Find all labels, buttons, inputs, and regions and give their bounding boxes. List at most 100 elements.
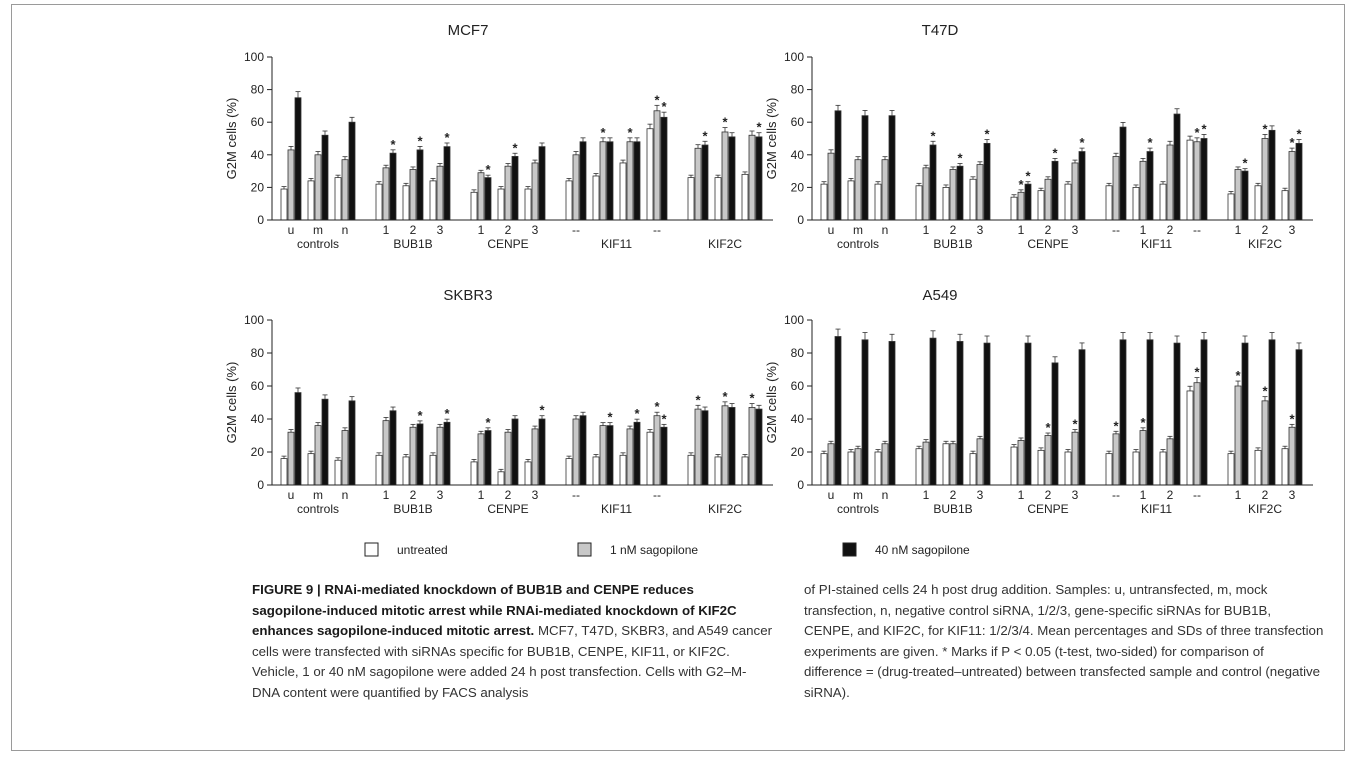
bar: [287, 431, 295, 486]
x-sample-label: 1: [383, 488, 390, 502]
y-axis-label: G2M cells (%): [764, 98, 779, 180]
x-sample-label: 1: [478, 488, 485, 502]
bar: [294, 392, 302, 486]
significance-star: *: [661, 99, 667, 114]
bar: [1024, 183, 1032, 221]
bar: [949, 443, 957, 486]
bar: [1288, 426, 1296, 486]
bar: [579, 415, 587, 486]
bar: [280, 458, 288, 486]
x-sample-label: 2: [505, 223, 512, 237]
bar: [861, 115, 869, 221]
significance-star: *: [1262, 384, 1268, 399]
bar: [1132, 451, 1140, 486]
bar: [1017, 191, 1025, 221]
y-tick-label: 0: [257, 478, 264, 492]
significance-star: *: [1194, 365, 1200, 380]
bar: [429, 180, 437, 221]
bar: [280, 188, 288, 221]
x-sample-label: 2: [950, 223, 957, 237]
bar: [714, 177, 722, 221]
bar: [633, 421, 641, 486]
bar: [294, 97, 302, 221]
bar: [416, 423, 424, 486]
bar: [334, 459, 342, 486]
bar: [382, 420, 390, 486]
y-tick-label: 20: [791, 180, 805, 194]
bar: [874, 183, 882, 221]
bar: [929, 144, 937, 221]
bar: [1044, 178, 1052, 221]
bar: [1200, 138, 1208, 221]
chart-title: A549: [922, 287, 957, 304]
bar: [1186, 390, 1194, 486]
x-sample-label: n: [882, 223, 889, 237]
bar: [1064, 451, 1072, 486]
bar: [619, 454, 627, 486]
bar: [1024, 342, 1032, 486]
x-sample-label: 1: [923, 223, 930, 237]
y-axis-label: G2M cells (%): [764, 362, 779, 444]
x-group-label: controls: [297, 502, 339, 516]
x-sample-label: m: [313, 488, 323, 502]
bar: [847, 451, 855, 486]
caption-left-column: FIGURE 9 | RNAi-mediated knockdown of BU…: [252, 580, 772, 703]
x-group-label: KIF11: [601, 502, 632, 516]
significance-star: *: [1296, 127, 1302, 142]
bar: [626, 141, 634, 221]
significance-star: *: [756, 120, 762, 135]
x-sample-label: 1: [1140, 223, 1147, 237]
legend-swatch: [577, 542, 592, 557]
bar: [619, 162, 627, 221]
bar: [714, 456, 722, 486]
significance-star: *: [417, 408, 423, 423]
bar: [1254, 185, 1262, 221]
significance-star: *: [654, 92, 660, 107]
bar: [504, 165, 512, 221]
x-sample-label: --: [572, 223, 580, 237]
bar: [572, 154, 580, 221]
significance-star: *: [444, 406, 450, 421]
x-sample-label: 1: [383, 223, 390, 237]
bar: [538, 146, 546, 221]
bar: [606, 141, 614, 221]
x-sample-label: 1: [1018, 488, 1025, 502]
y-tick-label: 20: [251, 180, 265, 194]
bar: [915, 185, 923, 221]
bar: [348, 400, 356, 486]
x-group-label: KIF2C: [1248, 237, 1282, 251]
significance-star: *: [1201, 121, 1207, 136]
bar: [847, 180, 855, 221]
bar: [694, 408, 702, 486]
chart-legend: untreated 1 nM sagopilone 40 nM sagopilone: [364, 542, 970, 557]
bar: [592, 175, 600, 221]
bar: [321, 398, 329, 486]
bar: [721, 131, 729, 221]
bar: [874, 451, 882, 486]
bar: [314, 154, 322, 221]
x-sample-label: 3: [437, 223, 444, 237]
bar: [1295, 349, 1303, 486]
significance-star: *: [1289, 135, 1295, 150]
bar: [1281, 190, 1289, 221]
x-sample-label: n: [882, 488, 889, 502]
bar: [1105, 453, 1113, 486]
y-tick-label: 40: [251, 412, 265, 426]
bar: [942, 186, 950, 221]
bar: [1071, 431, 1079, 486]
bar: [728, 407, 736, 486]
bar: [969, 453, 977, 486]
bar: [477, 433, 485, 486]
bar: [1295, 142, 1303, 221]
bar: [470, 461, 478, 486]
x-sample-label: m: [853, 488, 863, 502]
bar: [334, 177, 342, 221]
bar: [1159, 183, 1167, 221]
bar: [1105, 185, 1113, 221]
bar: [1037, 449, 1045, 486]
y-tick-label: 0: [797, 213, 804, 227]
bar: [1288, 151, 1296, 221]
bar: [1268, 129, 1276, 221]
bar: [820, 453, 828, 486]
significance-star: *: [1113, 418, 1119, 433]
